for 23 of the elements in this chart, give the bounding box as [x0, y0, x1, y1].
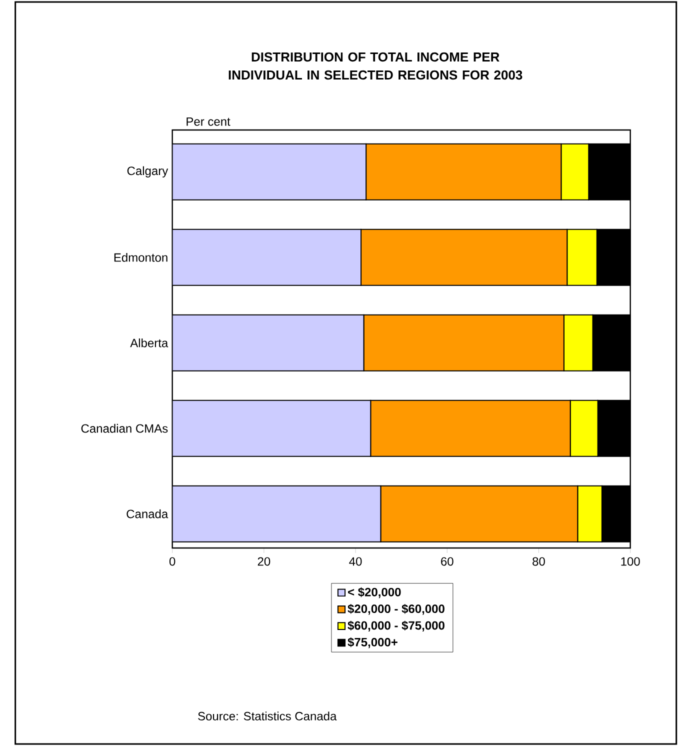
x-axis-title: Per cent: [186, 117, 230, 126]
bar: [172, 485, 382, 542]
y-tick-label: Alberta: [130, 338, 168, 348]
source-note: Source: Statistics Canada: [198, 712, 337, 720]
x-tick-label: 100: [621, 557, 640, 566]
legend-label: $20,000 - $60,000: [348, 604, 444, 615]
chart-title: DISTRIBUTION OF TOTAL INCOME PER INDIVIDUAL IN SELECTED REGIONS FOR 2003: [228, 52, 522, 80]
bar: [172, 314, 364, 372]
y-tick-label: Edmonton: [114, 252, 168, 262]
y-tick-label: Canada: [126, 509, 168, 518]
x-tick-label: 60: [440, 557, 454, 566]
bar: [172, 400, 371, 457]
x-tick-label: 40: [348, 557, 362, 566]
x-tick-label: 80: [532, 557, 545, 566]
bar: [172, 228, 362, 286]
y-tick-label: Canadian CMAs: [81, 424, 168, 433]
legend-label: $60,000 - $75,000: [348, 620, 444, 632]
y-tick-label: Calgary: [127, 166, 168, 178]
bar: [172, 143, 366, 200]
legend-label: < $20,000: [348, 587, 401, 598]
legend-label: $75,000+: [348, 637, 398, 648]
x-tick-label: 20: [258, 557, 270, 566]
x-tick-label: 0: [169, 557, 176, 566]
